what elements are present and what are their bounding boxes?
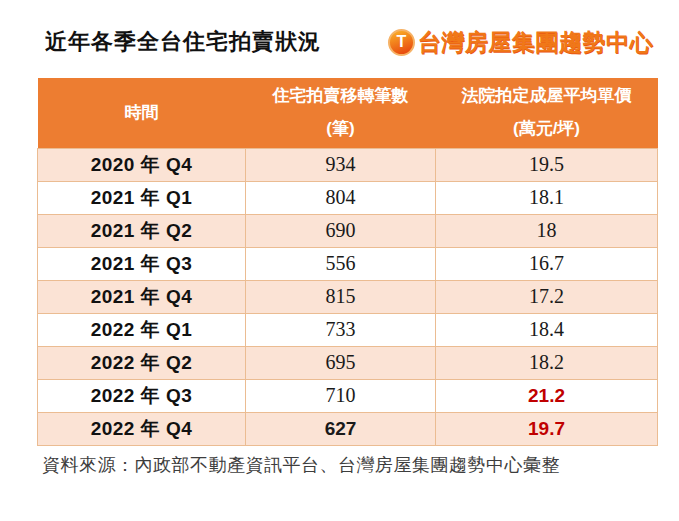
table-row: 2021 年 Q481517.2 [38,280,658,313]
avg-price-cell: 21.2 [436,379,658,412]
infographic-page: 近年各季全台住宅拍賣狀況 T 台灣房屋集團趨勢中心 時間住宅拍賣移轉筆數(筆)法… [0,0,679,521]
brand-logo-text: 台灣房屋集團趨勢中心 [418,27,653,58]
table-row: 2022 年 Q269518.2 [38,346,658,379]
brand-t-icon: T [388,29,415,56]
avg-price-cell: 17.2 [436,280,658,313]
transfer-count-cell: 733 [246,313,436,346]
transfer-count-cell: 556 [246,247,436,280]
table-row: 2022 年 Q173318.4 [38,313,658,346]
column-header-0: 時間 [38,78,246,148]
table-header: 時間住宅拍賣移轉筆數(筆)法院拍定成屋平均單價(萬元/坪) [38,78,658,148]
avg-price-cell: 18.4 [436,313,658,346]
transfer-count-cell: 695 [246,346,436,379]
avg-price-cell: 18 [436,214,658,247]
transfer-count-cell: 815 [246,280,436,313]
table-header-row: 時間住宅拍賣移轉筆數(筆)法院拍定成屋平均單價(萬元/坪) [38,78,658,148]
table-row: 2021 年 Q355616.7 [38,247,658,280]
column-header-2: 法院拍定成屋平均單價(萬元/坪) [436,78,658,148]
table-body: 2020 年 Q493419.52021 年 Q180418.12021 年 Q… [38,148,658,445]
time-cell: 2021 年 Q2 [38,214,246,247]
auction-table: 時間住宅拍賣移轉筆數(筆)法院拍定成屋平均單價(萬元/坪) 2020 年 Q49… [37,78,658,446]
table-row: 2021 年 Q269018 [38,214,658,247]
header-bar: 近年各季全台住宅拍賣狀況 T 台灣房屋集團趨勢中心 [0,0,679,78]
time-cell: 2021 年 Q4 [38,280,246,313]
column-header-1: 住宅拍賣移轉筆數(筆) [246,78,436,148]
table-row: 2020 年 Q493419.5 [38,148,658,181]
transfer-count-cell: 934 [246,148,436,181]
time-cell: 2021 年 Q3 [38,247,246,280]
time-cell: 2021 年 Q1 [38,181,246,214]
transfer-count-cell: 690 [246,214,436,247]
time-cell: 2022 年 Q3 [38,379,246,412]
transfer-count-cell: 627 [246,412,436,445]
transfer-count-cell: 710 [246,379,436,412]
brand-logo: T 台灣房屋集團趨勢中心 [388,27,653,58]
table-row: 2021 年 Q180418.1 [38,181,658,214]
transfer-count-cell: 804 [246,181,436,214]
time-cell: 2020 年 Q4 [38,148,246,181]
page-title: 近年各季全台住宅拍賣狀況 [45,27,321,57]
avg-price-cell: 16.7 [436,247,658,280]
time-cell: 2022 年 Q1 [38,313,246,346]
avg-price-cell: 19.5 [436,148,658,181]
table-row: 2022 年 Q462719.7 [38,412,658,445]
avg-price-cell: 18.2 [436,346,658,379]
time-cell: 2022 年 Q4 [38,412,246,445]
avg-price-cell: 18.1 [436,181,658,214]
table-row: 2022 年 Q371021.2 [38,379,658,412]
avg-price-cell: 19.7 [436,412,658,445]
data-source-note: 資料來源：內政部不動產資訊平台、台灣房屋集團趨勢中心彙整 [42,453,679,477]
time-cell: 2022 年 Q2 [38,346,246,379]
